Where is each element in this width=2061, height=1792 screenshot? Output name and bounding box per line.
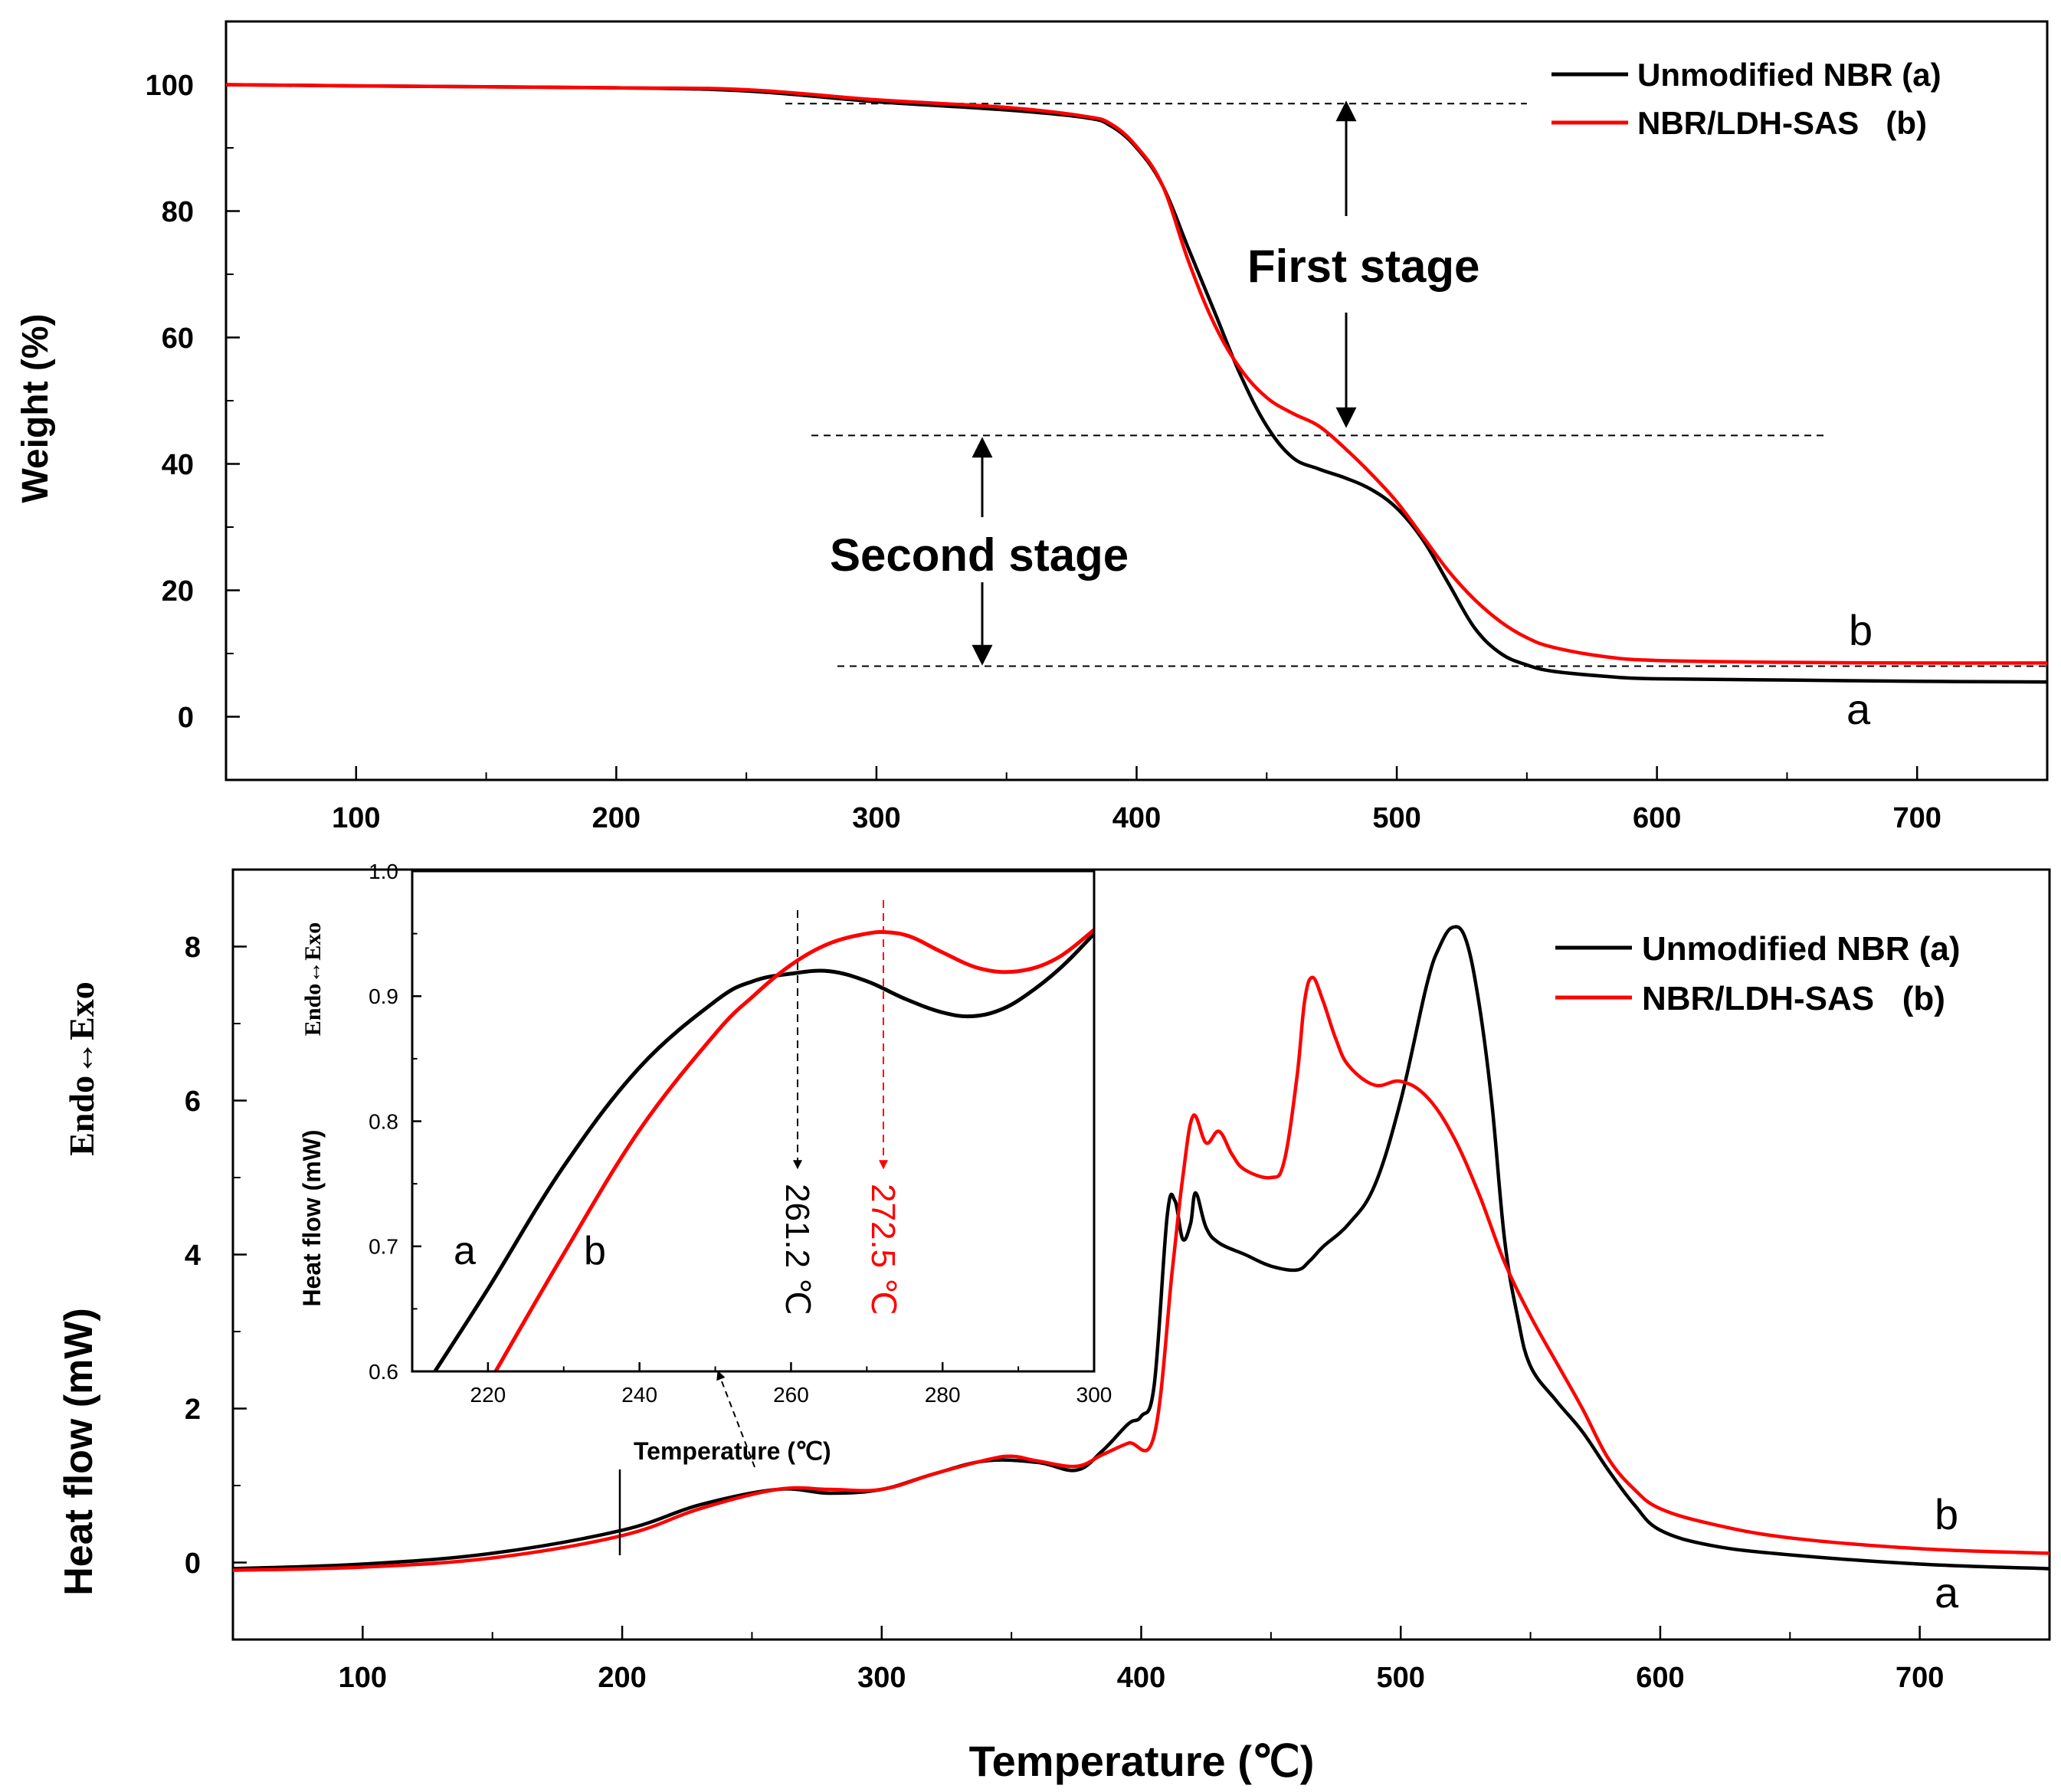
inset-x-tick-label: 300 xyxy=(1076,1383,1112,1407)
dsc-panel: 100 200 300 400 500 600 700 0 2 4 6 8 Heat flow (m… xyxy=(57,860,2051,1785)
dsc-series-b xyxy=(233,975,2050,1572)
dsc-legend-label-b: NBR/LDH-SAS (b) xyxy=(1642,980,1945,1017)
tga-x-tick-label: 300 xyxy=(852,802,900,834)
dsc-x-tick-label: 200 xyxy=(598,1662,646,1694)
second-stage-label: Second stage xyxy=(830,529,1129,581)
tga-x-tick-label: 500 xyxy=(1372,802,1420,834)
inset-series-a xyxy=(433,932,1094,1371)
inset-background xyxy=(412,871,1094,1371)
tga-y-tick-label: 60 xyxy=(162,323,194,355)
inset-y-axis-label: Heat flow (mW) xyxy=(298,1129,326,1306)
tga-series-a xyxy=(226,83,2047,684)
tga-y-tick-label: 80 xyxy=(162,196,194,228)
inset-chart: 220 240 260 280 300 0.60.70.80.91.0 261.2 ℃ … xyxy=(298,860,1112,1468)
tga-x-tick-label: 400 xyxy=(1112,802,1161,834)
tga-x-tick-label: 600 xyxy=(1633,802,1681,834)
inset-y-tick-label: 0.9 xyxy=(369,984,398,1008)
dsc-y-axis: 0 2 4 6 8 xyxy=(185,869,247,1640)
dsc-series xyxy=(233,925,2050,1572)
dsc-x-axis-label: Temperature (℃) xyxy=(969,1737,1315,1785)
dsc-x-axis: 100 200 300 400 500 600 700 xyxy=(232,1626,2050,1694)
inset-y-tick-label: 1.0 xyxy=(369,860,398,883)
inset-x-axis-label: Temperature (℃) xyxy=(634,1437,831,1465)
first-stage-label: First stage xyxy=(1247,241,1479,292)
inset-curve-label-b: b xyxy=(584,1229,606,1273)
dsc-legend: Unmodified NBR (a) NBR/LDH-SAS (b) xyxy=(1555,930,1961,1017)
inset-frame xyxy=(411,870,1096,1373)
tga-panel: 100 200 300 400 500 600 700 0 20 40 60 80 100 Weigh… xyxy=(15,20,2049,834)
inset-x-tick-label: 260 xyxy=(773,1383,809,1407)
tga-series-b xyxy=(226,83,2047,665)
dsc-x-tick-label: 500 xyxy=(1377,1662,1425,1694)
dsc-y-axis-label-endo-exo: Endo↔Exo xyxy=(62,981,101,1156)
dsc-x-tick-label: 300 xyxy=(857,1662,906,1694)
dsc-y-tick-label: 8 xyxy=(185,932,201,964)
inset-peak-label-a: 261.2 ℃ xyxy=(778,1184,816,1315)
dsc-x-tick-label: 100 xyxy=(339,1662,387,1694)
tga-x-tick-label: 100 xyxy=(332,802,380,834)
dsc-curve-label-b: b xyxy=(1935,1490,1958,1538)
tga-series xyxy=(226,83,2047,684)
tga-x-tick-label: 200 xyxy=(592,802,641,834)
tga-curve-label-b: b xyxy=(1849,606,1873,654)
inset-x-tick-label: 220 xyxy=(470,1383,506,1407)
tga-stage-levels xyxy=(785,103,2047,667)
inset-x-tick-label: 240 xyxy=(621,1383,657,1407)
inset-curve-label-a: a xyxy=(454,1229,476,1273)
tga-y-axis-label: Weight (%) xyxy=(15,313,56,503)
inset-x-tick-label: 280 xyxy=(925,1383,961,1407)
tga-curve-label-a: a xyxy=(1846,685,1871,733)
dsc-x-tick-label: 700 xyxy=(1896,1662,1944,1694)
dsc-y-tick-label: 0 xyxy=(185,1548,201,1580)
inset-y-tick-label: 0.7 xyxy=(369,1235,398,1259)
tga-legend-label-b: NBR/LDH-SAS (b) xyxy=(1637,105,1927,141)
dsc-y-axis-label: Heat flow (mW) xyxy=(57,1308,101,1596)
dsc-y-tick-label: 6 xyxy=(185,1086,201,1118)
dsc-x-tick-label: 400 xyxy=(1117,1662,1165,1694)
tga-x-axis: 100 200 300 400 500 600 700 xyxy=(225,766,2048,834)
inset-y-axis: 0.6 0.7 0.8 0.9 1.0 xyxy=(369,860,421,1384)
dsc-y-tick-label: 2 xyxy=(185,1394,201,1426)
inset-y-tick-label: 0.6 xyxy=(369,1360,398,1384)
dsc-legend-label-a: Unmodified NBR (a) xyxy=(1642,930,1961,968)
inset-peak-label-b: 272.5 ℃ xyxy=(864,1184,902,1315)
tga-y-tick-label: 0 xyxy=(178,702,194,734)
dsc-y-tick-label: 4 xyxy=(185,1240,201,1272)
tga-y-tick-label: 20 xyxy=(162,575,194,608)
dsc-curve-label-a: a xyxy=(1935,1568,1959,1617)
inset-y-axis-label-endo-exo: Endo↔Exo xyxy=(300,922,326,1036)
inset-series-b xyxy=(493,928,1094,1371)
dsc-x-tick-label: 600 xyxy=(1636,1662,1684,1694)
tga-legend: Unmodified NBR (a) NBR/LDH-SAS (b) xyxy=(1551,57,1941,141)
inset-y-tick-label: 0.8 xyxy=(369,1109,398,1133)
tga-y-tick-label: 100 xyxy=(146,70,194,102)
inset-series xyxy=(433,928,1094,1371)
tga-y-axis: 0 20 40 60 80 100 xyxy=(146,21,240,781)
tga-x-tick-label: 700 xyxy=(1893,802,1941,834)
tga-y-tick-label: 40 xyxy=(162,449,194,481)
tga-legend-label-a: Unmodified NBR (a) xyxy=(1637,57,1941,93)
